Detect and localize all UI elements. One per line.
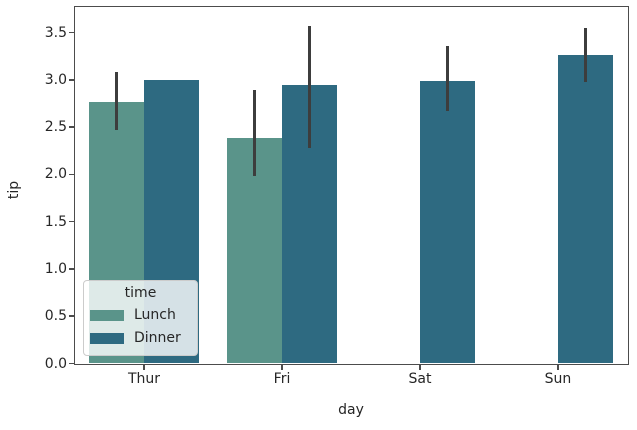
y-tick-label: 3.0 xyxy=(44,71,67,88)
x-tick-label-fri: Fri xyxy=(273,370,291,387)
y-tick-mark xyxy=(68,79,75,81)
bar-dinner-sun xyxy=(558,55,614,364)
y-tick-mark xyxy=(68,315,75,317)
y-tick-mark xyxy=(68,220,75,223)
x-tick-label-sun: Sun xyxy=(544,370,572,387)
y-tick-label: 3.5 xyxy=(44,24,67,41)
y-tick-label: 2.0 xyxy=(44,166,67,183)
y-tick-label: 1.0 xyxy=(44,260,67,277)
legend-title: time xyxy=(124,285,157,301)
x-tick-mark xyxy=(419,365,421,370)
legend-entry-dinner: Dinner xyxy=(84,327,197,350)
x-tick-mark xyxy=(557,365,559,370)
y-tick-label: 0.5 xyxy=(44,308,67,325)
legend-swatch-dinner xyxy=(90,333,124,344)
legend-label-lunch: Lunch xyxy=(134,307,176,323)
y-tick-mark xyxy=(68,31,75,34)
x-axis-label: day xyxy=(338,402,364,418)
legend-entry-lunch: Lunch xyxy=(84,304,197,327)
x-tick-mark xyxy=(143,365,145,370)
y-axis-label: tip xyxy=(6,180,22,200)
legend-swatch-lunch xyxy=(90,310,124,321)
error-bar-dinner-sat xyxy=(445,45,450,111)
error-bar-lunch-thur xyxy=(114,72,119,130)
error-bar-dinner-fri xyxy=(307,25,312,148)
y-tick-label: 1.5 xyxy=(44,213,67,230)
x-tick-mark xyxy=(281,365,283,370)
y-tick-mark xyxy=(68,173,75,176)
error-bar-dinner-sun xyxy=(583,27,588,82)
y-tick-mark xyxy=(68,126,75,128)
y-tick-mark xyxy=(68,268,75,270)
y-tick-mark xyxy=(68,362,75,365)
x-tick-label-sat: Sat xyxy=(408,370,432,387)
x-tick-label-thur: Thur xyxy=(127,370,161,387)
y-tick-label: 0.0 xyxy=(44,355,67,372)
bar-dinner-sat xyxy=(420,80,476,364)
legend-label-dinner: Dinner xyxy=(134,330,181,346)
legend-entries: Lunch Dinner xyxy=(84,304,197,350)
legend: time Lunch Dinner xyxy=(83,280,198,356)
y-tick-label: 2.5 xyxy=(44,119,67,136)
error-bar-lunch-fri xyxy=(252,90,257,177)
